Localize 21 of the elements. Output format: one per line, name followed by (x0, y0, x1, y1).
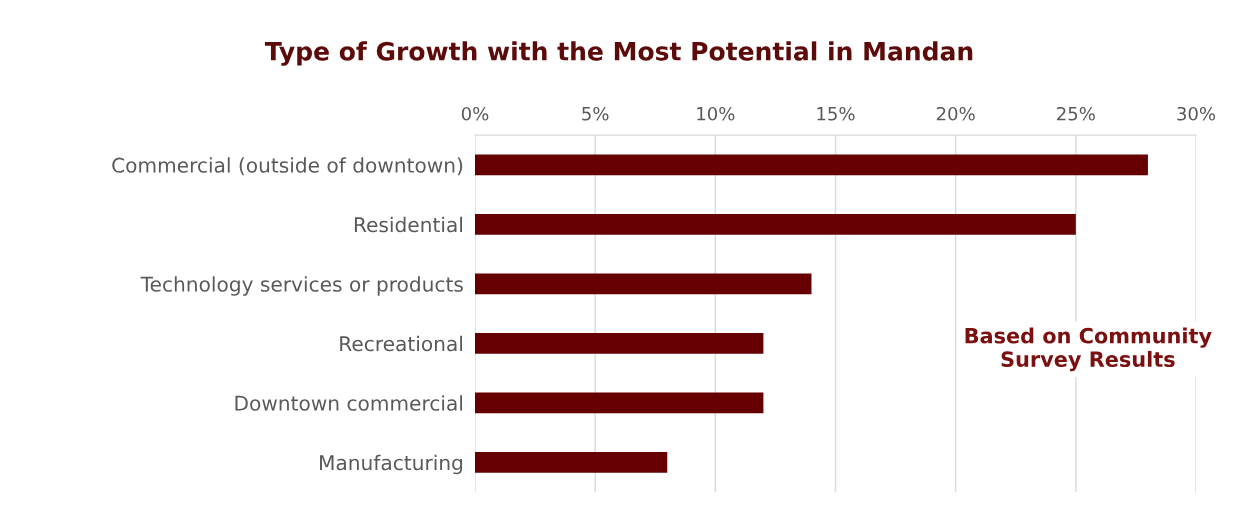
bar (475, 213, 1076, 235)
y-tick-label: Recreational (340, 335, 462, 352)
bar (475, 392, 764, 414)
bar (475, 273, 812, 295)
y-tick-label: Downtown commercial (235, 395, 462, 411)
x-tick-label: 5% (582, 106, 609, 121)
y-tick-label: Manufacturing (320, 454, 463, 475)
chart-title: Type of Growth with the Most Potential in Mandan (264, 41, 973, 66)
y-tick-label: Technology services or products (140, 276, 463, 296)
y-tick-label: Commercial (outside of downtown) (112, 157, 463, 176)
x-tick-label: 25% (1057, 106, 1095, 121)
annotation: Based on Community Survey Results (965, 327, 1212, 372)
bar (475, 451, 668, 473)
x-tick-label: 0% (461, 106, 489, 121)
bar (475, 154, 1148, 176)
x-tick-label: 20% (936, 106, 975, 121)
x-tick-label: 15% (817, 106, 855, 121)
y-tick-label: Residential (354, 216, 462, 233)
x-tick-label: 30% (1177, 106, 1216, 121)
x-tick-label: 10% (697, 106, 735, 121)
bar (475, 332, 764, 354)
